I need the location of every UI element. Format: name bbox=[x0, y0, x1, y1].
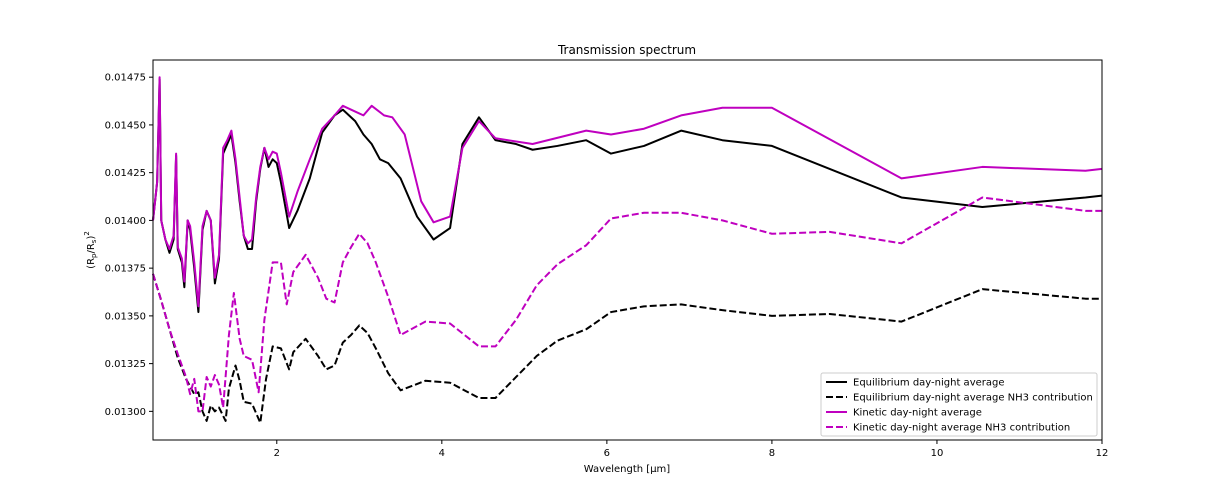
x-tick-label: 6 bbox=[604, 448, 610, 459]
y-tick-label: 0.01475 bbox=[105, 73, 146, 84]
legend-box bbox=[820, 372, 1098, 437]
y-label-part: s bbox=[90, 239, 98, 243]
chart-title: Transmission spectrum bbox=[557, 43, 696, 57]
y-tick-label: 0.01350 bbox=[105, 311, 146, 322]
x-axis-label: Wavelength [μm] bbox=[584, 464, 671, 475]
y-tick-label: 0.01375 bbox=[105, 264, 146, 275]
y-label-part: /R bbox=[86, 243, 97, 253]
x-tick-label: 12 bbox=[1096, 448, 1109, 459]
x-tick-label: 10 bbox=[931, 448, 944, 459]
y-label-part: 2 bbox=[83, 231, 91, 235]
plot-frame bbox=[152, 59, 1103, 441]
legend: Equilibrium day-night average Equilibrium… bbox=[820, 372, 1098, 437]
y-label-part: ) bbox=[86, 236, 97, 240]
x-tick-label: 8 bbox=[769, 448, 775, 459]
legend-label: Equilibrium day-night average bbox=[853, 378, 1005, 389]
x-tick-label: 4 bbox=[439, 448, 445, 459]
y-tick-label: 0.01300 bbox=[105, 407, 146, 418]
series-line bbox=[152, 76, 1103, 308]
legend-label: Kinetic day-night average NH3 contributi… bbox=[853, 423, 1070, 434]
x-tick-label: 2 bbox=[274, 448, 280, 459]
y-tick-label: 0.01400 bbox=[105, 216, 146, 227]
legend-label: Kinetic day-night average bbox=[853, 408, 982, 419]
series-line bbox=[152, 196, 1102, 413]
y-tick-label: 0.01450 bbox=[105, 120, 146, 131]
series-line bbox=[152, 273, 1102, 424]
legend-label: Equilibrium day-night average NH3 contri… bbox=[853, 393, 1093, 404]
y-tick-label: 0.01425 bbox=[105, 168, 146, 179]
y-label-part: (R bbox=[86, 258, 97, 269]
y-axis-label: (Rp/Rs)2 bbox=[83, 231, 98, 269]
y-label-part: p bbox=[90, 253, 98, 258]
y-tick-label: 0.01325 bbox=[105, 359, 146, 370]
